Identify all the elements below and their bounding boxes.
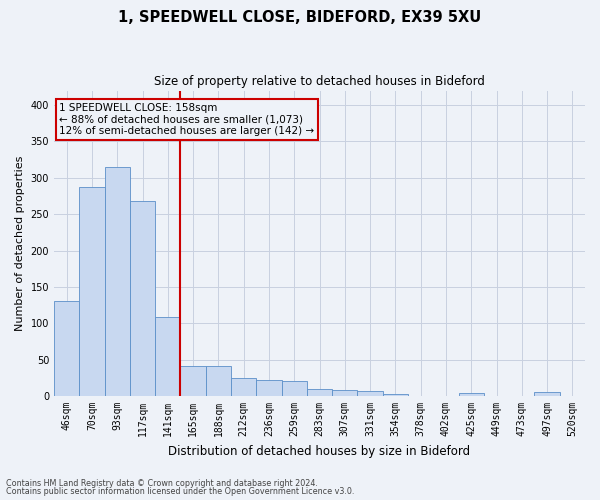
Bar — [79, 186, 104, 396]
Bar — [130, 201, 155, 396]
Text: Contains HM Land Registry data © Crown copyright and database right 2024.: Contains HM Land Registry data © Crown c… — [6, 478, 318, 488]
Bar — [535, 392, 560, 396]
X-axis label: Distribution of detached houses by size in Bideford: Distribution of detached houses by size … — [169, 444, 470, 458]
Bar — [281, 381, 307, 396]
Y-axis label: Number of detached properties: Number of detached properties — [15, 156, 25, 331]
Bar — [54, 302, 79, 396]
Bar — [206, 366, 231, 396]
Bar — [181, 366, 206, 396]
Bar — [256, 380, 281, 396]
Text: 1, SPEEDWELL CLOSE, BIDEFORD, EX39 5XU: 1, SPEEDWELL CLOSE, BIDEFORD, EX39 5XU — [118, 10, 482, 25]
Bar — [104, 167, 130, 396]
Bar — [231, 378, 256, 396]
Bar — [383, 394, 408, 396]
Bar — [332, 390, 358, 396]
Bar — [155, 318, 181, 396]
Bar — [307, 389, 332, 396]
Text: Contains public sector information licensed under the Open Government Licence v3: Contains public sector information licen… — [6, 487, 355, 496]
Bar — [358, 391, 383, 396]
Bar — [458, 393, 484, 396]
Title: Size of property relative to detached houses in Bideford: Size of property relative to detached ho… — [154, 75, 485, 88]
Text: 1 SPEEDWELL CLOSE: 158sqm
← 88% of detached houses are smaller (1,073)
12% of se: 1 SPEEDWELL CLOSE: 158sqm ← 88% of detac… — [59, 103, 314, 136]
